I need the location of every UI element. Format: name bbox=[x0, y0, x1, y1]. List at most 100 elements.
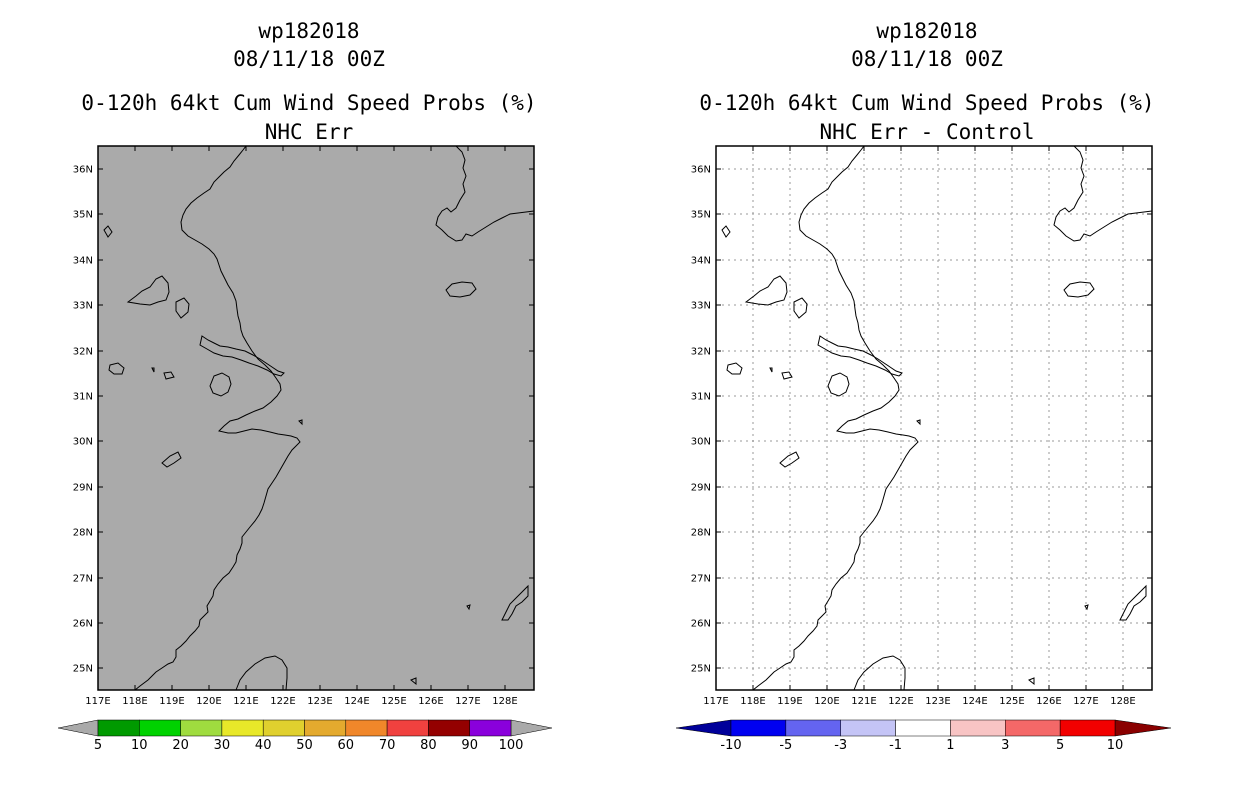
colorbar-swatch bbox=[840, 719, 896, 737]
coastline bbox=[466, 604, 471, 611]
coastline bbox=[916, 419, 921, 426]
product-subtitle: NHC Err - Control bbox=[819, 120, 1035, 144]
colorbar-label: 3 bbox=[1001, 738, 1009, 753]
lon-label: 120E bbox=[196, 696, 221, 707]
coastline bbox=[134, 145, 301, 691]
lat-label: 31N bbox=[73, 392, 93, 403]
colorbar-under-arrow bbox=[57, 719, 99, 737]
coastline bbox=[175, 297, 190, 319]
lat-label: 28N bbox=[73, 528, 93, 539]
lat-label: 27N bbox=[73, 574, 93, 585]
coastline bbox=[151, 367, 155, 373]
coastline bbox=[199, 335, 285, 377]
coastline bbox=[1084, 604, 1089, 611]
colorbar-swatch bbox=[730, 719, 787, 737]
colorbar-swatch bbox=[345, 719, 388, 737]
lat-label: 33N bbox=[691, 301, 711, 312]
coastline bbox=[817, 335, 903, 377]
lat-label: 29N bbox=[73, 483, 93, 494]
forecast-time: 08/11/18 00Z bbox=[233, 47, 385, 71]
colorbar-over-arrow bbox=[510, 719, 553, 737]
colorbar-label: 100 bbox=[499, 738, 524, 753]
colorbar-label: 40 bbox=[255, 738, 272, 753]
lat-label: 31N bbox=[691, 392, 711, 403]
coastline bbox=[781, 371, 793, 380]
colorbar-label: 50 bbox=[296, 738, 313, 753]
lat-label: 25N bbox=[691, 664, 711, 675]
colorbar-swatch bbox=[469, 719, 512, 737]
colorbar-swatch bbox=[950, 719, 1006, 737]
colorbar-label: 10 bbox=[131, 738, 148, 753]
lat-label: 34N bbox=[691, 256, 711, 267]
lat-label: 27N bbox=[691, 574, 711, 585]
lon-label: 124E bbox=[344, 696, 369, 707]
lon-label: 118E bbox=[122, 696, 147, 707]
colorbar-label: 90 bbox=[461, 738, 478, 753]
colorbar-label: 5 bbox=[1056, 738, 1064, 753]
coastline bbox=[435, 145, 535, 242]
colorbar-label: 70 bbox=[379, 738, 396, 753]
lon-label: 123E bbox=[925, 696, 950, 707]
colorbar-label: 5 bbox=[94, 738, 102, 753]
colorbar-label: 80 bbox=[420, 738, 437, 753]
lon-label: 126E bbox=[1036, 696, 1061, 707]
lon-label: 117E bbox=[85, 696, 110, 707]
coastline bbox=[445, 281, 477, 298]
lat-label: 34N bbox=[73, 256, 93, 267]
coastline bbox=[827, 372, 850, 397]
coastline bbox=[779, 451, 800, 468]
colorbar-label: 10 bbox=[1107, 738, 1124, 753]
map-plot: 36N 35N 34N 33N 32N 31N 30N 29N 28N 27N 26N 25N 117E… bbox=[57, 145, 553, 753]
colorbar-label: -10 bbox=[720, 738, 741, 753]
lat-label: 32N bbox=[73, 347, 93, 358]
coastline bbox=[1063, 281, 1095, 298]
colorbar-swatch bbox=[180, 719, 223, 737]
lon-label: 118E bbox=[740, 696, 765, 707]
lat-label: 36N bbox=[691, 165, 711, 176]
colorbar-swatch bbox=[895, 719, 951, 737]
colorbar-swatch bbox=[139, 719, 181, 737]
product-title: 0-120h 64kt Cum Wind Speed Probs (%) bbox=[699, 91, 1155, 115]
lon-label: 125E bbox=[381, 696, 406, 707]
lat-label: 29N bbox=[691, 483, 711, 494]
coastline bbox=[726, 362, 743, 375]
coastline bbox=[1053, 145, 1153, 242]
lat-label: 25N bbox=[73, 664, 93, 675]
colorbar-swatch bbox=[1059, 719, 1116, 737]
colorbar-swatch bbox=[304, 719, 347, 737]
colorbar-under-arrow bbox=[675, 719, 732, 737]
colorbar-label: 30 bbox=[214, 738, 231, 753]
lon-label: 127E bbox=[1073, 696, 1098, 707]
colorbar-swatch bbox=[97, 719, 140, 737]
lon-label: 119E bbox=[159, 696, 184, 707]
map-frame bbox=[715, 145, 1153, 691]
storm-id: wp182018 bbox=[876, 19, 978, 43]
lat-label: 26N bbox=[691, 619, 711, 630]
right-panel: wp182018 08/11/18 00Z 0-120h 64kt Cum Wi… bbox=[618, 0, 1236, 800]
lat-label: 32N bbox=[691, 347, 711, 358]
coastline bbox=[103, 225, 113, 238]
colorbar-label: -3 bbox=[834, 738, 847, 753]
coastline bbox=[108, 362, 125, 375]
forecast-time: 08/11/18 00Z bbox=[851, 47, 1003, 71]
coastline bbox=[235, 655, 288, 691]
lat-label: 30N bbox=[691, 437, 711, 448]
lon-label: 121E bbox=[851, 696, 876, 707]
map-frame bbox=[97, 145, 535, 691]
coastline bbox=[410, 677, 417, 686]
lat-label: 35N bbox=[691, 210, 711, 221]
colorbar-label: -1 bbox=[889, 738, 902, 753]
lat-label: 35N bbox=[73, 210, 93, 221]
lon-label: 120E bbox=[814, 696, 839, 707]
lon-label: 122E bbox=[888, 696, 913, 707]
colorbar-swatch bbox=[785, 719, 841, 737]
coastline bbox=[853, 655, 906, 691]
coastline bbox=[209, 372, 232, 397]
lon-label: 126E bbox=[418, 696, 443, 707]
coastline bbox=[501, 584, 529, 621]
product-title: 0-120h 64kt Cum Wind Speed Probs (%) bbox=[81, 91, 537, 115]
lon-label: 127E bbox=[455, 696, 480, 707]
coastline bbox=[1119, 584, 1147, 621]
lon-label: 128E bbox=[1110, 696, 1135, 707]
lat-label: 28N bbox=[691, 528, 711, 539]
